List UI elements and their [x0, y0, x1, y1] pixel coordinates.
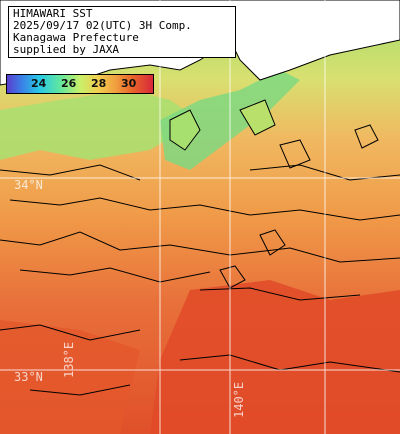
warm-water-region-west: [0, 320, 140, 434]
legend-tick-30: 30: [121, 77, 137, 90]
cool-coastal-band: [0, 90, 200, 160]
lat-label-34: 34°N: [14, 178, 43, 192]
legend-tick-24: 24: [31, 77, 47, 90]
legend-tick-26: 26: [61, 77, 77, 90]
temperature-legend: 24 26 28 30: [6, 74, 154, 94]
sst-contours: [0, 124, 400, 396]
title-product: HIMAWARI SST: [13, 7, 93, 20]
lon-label-138: 138°E: [62, 341, 76, 378]
izu-peninsula: [169, 109, 201, 151]
title-datetime: 2025/09/17 02(UTC) 3H Comp.: [13, 19, 192, 32]
miura-peninsula: [239, 99, 276, 136]
title-credit: supplied by JAXA: [13, 43, 119, 56]
title-box: HIMAWARI SST 2025/09/17 02(UTC) 3H Comp.…: [8, 6, 236, 58]
legend-tick-28: 28: [91, 77, 107, 90]
lon-label-140: 140°E: [232, 381, 246, 418]
title-region: Kanagawa Prefecture: [13, 31, 139, 44]
lat-label-33: 33°N: [14, 370, 43, 384]
warm-water-region: [150, 280, 400, 434]
